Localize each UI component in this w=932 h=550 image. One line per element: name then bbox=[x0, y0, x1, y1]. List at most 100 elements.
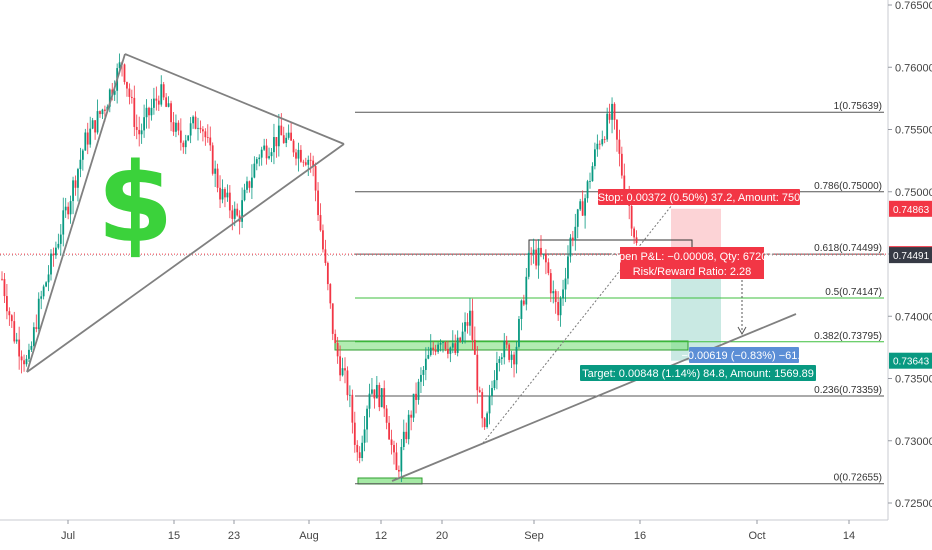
pnl-label: Open P&L: −0.00008, Qty: 67204 bbox=[611, 251, 774, 263]
candle-body bbox=[329, 284, 332, 304]
candle-body bbox=[312, 160, 315, 167]
price-badge: 0.73643 bbox=[893, 357, 930, 368]
candle-body bbox=[145, 107, 148, 118]
fib-label: 0.5(0.74147) bbox=[825, 287, 882, 298]
candle-body bbox=[177, 122, 180, 131]
candle-body bbox=[206, 137, 209, 139]
candle-body bbox=[172, 122, 175, 132]
move-label: −0.00619 (−0.83%) −61.9 bbox=[681, 350, 806, 362]
candle-body bbox=[520, 300, 523, 319]
candle-body bbox=[32, 327, 35, 346]
candle-body bbox=[598, 143, 601, 145]
x-tick-label: Aug bbox=[299, 530, 319, 542]
candle-body bbox=[473, 339, 476, 355]
candle-body bbox=[486, 413, 488, 428]
candle-body bbox=[530, 252, 533, 255]
candle-body bbox=[540, 247, 542, 255]
candle-body bbox=[204, 131, 207, 138]
candle-body bbox=[444, 342, 447, 349]
candle-body bbox=[265, 145, 268, 159]
candle-body bbox=[454, 343, 457, 353]
candle-body bbox=[586, 181, 589, 199]
rising-support-line bbox=[391, 313, 797, 482]
candle-body bbox=[175, 122, 177, 132]
candle-body bbox=[155, 98, 158, 101]
candle-body bbox=[525, 276, 528, 305]
candle-body bbox=[481, 392, 484, 419]
candle-body bbox=[398, 469, 400, 472]
candle-body bbox=[488, 395, 491, 414]
candle-body bbox=[187, 135, 190, 141]
drawings-foreground[interactable] bbox=[26, 53, 797, 482]
candle-body bbox=[451, 343, 454, 348]
candle-body bbox=[285, 137, 288, 144]
candle-body bbox=[366, 408, 368, 430]
y-tick-label: 0.73500 bbox=[895, 374, 932, 386]
triangle-bottom-line bbox=[26, 143, 345, 373]
candle-body bbox=[589, 181, 591, 182]
candle-body bbox=[322, 230, 324, 250]
candle-body bbox=[91, 120, 94, 129]
candle-body bbox=[402, 431, 405, 447]
candle-body bbox=[179, 130, 182, 143]
candle-body bbox=[371, 389, 373, 394]
candle-body bbox=[447, 348, 449, 354]
candle-body bbox=[356, 444, 359, 453]
x-tick-label: 23 bbox=[228, 530, 240, 542]
candle-body bbox=[295, 152, 297, 159]
candle-body bbox=[45, 282, 47, 287]
candle-body bbox=[6, 296, 8, 312]
candle-body bbox=[126, 82, 128, 89]
candle-body bbox=[1, 278, 3, 280]
candle-body bbox=[596, 143, 599, 150]
candle-body bbox=[3, 279, 6, 297]
candle-body bbox=[263, 145, 266, 150]
candle-body bbox=[491, 388, 493, 396]
candle-body bbox=[576, 209, 579, 227]
candle-body bbox=[618, 139, 621, 154]
candle-body bbox=[559, 298, 562, 316]
candle-body bbox=[37, 298, 40, 329]
candle-body bbox=[219, 187, 221, 200]
candle-body bbox=[564, 278, 567, 290]
candle-body bbox=[94, 120, 96, 133]
candle-body bbox=[30, 345, 33, 350]
candle-body bbox=[216, 168, 219, 188]
low-zone bbox=[357, 477, 423, 485]
y-tick-label: 0.75500 bbox=[895, 125, 932, 137]
candle-body bbox=[373, 389, 376, 399]
candle-body bbox=[170, 103, 172, 123]
candle-body bbox=[429, 347, 432, 356]
candle-body bbox=[424, 358, 427, 370]
candle-body bbox=[478, 390, 481, 393]
support-zone bbox=[334, 340, 689, 351]
candle-body bbox=[13, 321, 16, 342]
candle-body bbox=[300, 149, 302, 162]
candle-body bbox=[290, 132, 292, 141]
candle-body bbox=[302, 161, 305, 163]
candle-body bbox=[522, 300, 525, 305]
candle-body bbox=[275, 137, 278, 147]
candle-body bbox=[456, 337, 459, 353]
candle-body bbox=[351, 394, 354, 423]
candle-body bbox=[86, 132, 89, 145]
candle-body bbox=[349, 394, 351, 396]
candle-body bbox=[192, 116, 194, 124]
candle-body bbox=[434, 349, 437, 352]
candle-body bbox=[334, 333, 337, 344]
candle-body bbox=[584, 198, 586, 216]
candle-body bbox=[57, 243, 60, 248]
candle-body bbox=[469, 310, 471, 326]
x-tick-label: 16 bbox=[634, 530, 646, 542]
candle-body bbox=[148, 107, 150, 116]
candle-body bbox=[620, 153, 623, 176]
candle-body bbox=[567, 256, 569, 279]
candle-body bbox=[496, 362, 498, 381]
price-badge: 0.74491 bbox=[893, 251, 930, 262]
candle-body bbox=[358, 452, 361, 458]
candle-body bbox=[96, 111, 99, 133]
candle-body bbox=[439, 343, 442, 345]
x-tick-label: 15 bbox=[168, 530, 180, 542]
price-badge-bg bbox=[889, 352, 932, 369]
